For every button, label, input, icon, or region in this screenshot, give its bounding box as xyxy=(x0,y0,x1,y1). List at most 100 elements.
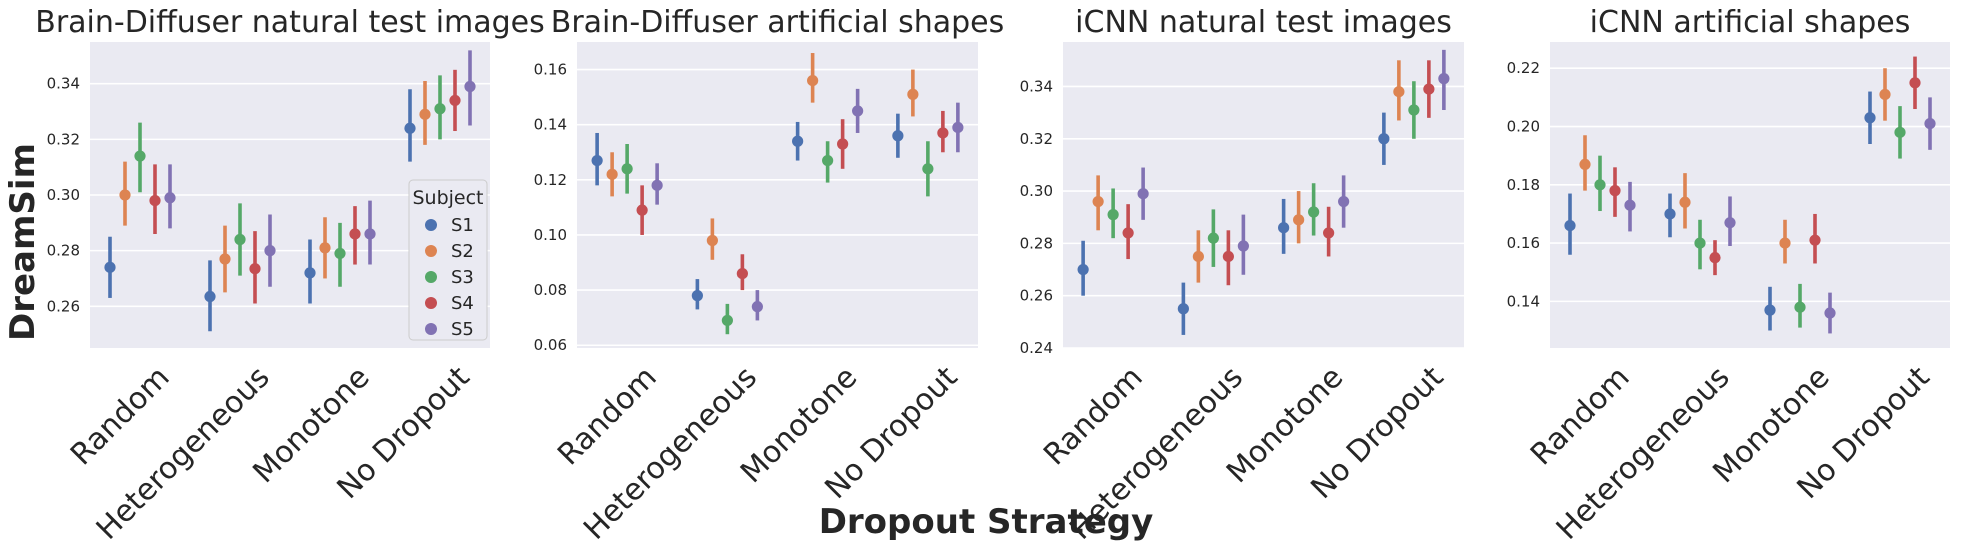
point-s3-heterogeneous xyxy=(234,233,246,246)
point-s4-no-dropout xyxy=(1909,77,1921,89)
point-s5-monotone xyxy=(364,228,376,240)
point-s5-heterogeneous xyxy=(1237,240,1249,252)
point-s2-monotone xyxy=(807,74,819,87)
point-s3-random xyxy=(1107,209,1119,221)
point-s5-monotone xyxy=(852,105,864,117)
point-s4-random xyxy=(1609,185,1621,197)
panel-title: iCNN natural test images xyxy=(1075,5,1452,40)
legend-label-s1: S1 xyxy=(451,215,474,236)
point-s2-random xyxy=(1092,195,1104,208)
point-s5-monotone xyxy=(1338,195,1350,208)
point-s2-heterogeneous xyxy=(1679,196,1691,208)
point-s3-heterogeneous xyxy=(1207,232,1219,244)
point-s5-heterogeneous xyxy=(264,245,276,257)
point-s2-no-dropout xyxy=(907,88,919,100)
y-tick-label: 0.06 xyxy=(534,336,567,354)
point-s4-heterogeneous xyxy=(1222,250,1234,263)
point-s4-random xyxy=(1122,227,1134,239)
point-s5-no-dropout xyxy=(952,121,964,134)
point-s1-no-dropout xyxy=(1864,112,1876,124)
point-s2-no-dropout xyxy=(419,108,431,120)
point-s2-no-dropout xyxy=(1879,88,1891,101)
point-s3-no-dropout xyxy=(434,103,446,115)
legend-marker-s1 xyxy=(425,219,437,231)
panel-icnn-natural-test-images: 0.24 0.26 0.28 0.30 0.32 0.34 iCNN natural tes… xyxy=(1020,5,1464,547)
y-tick-label: 0.12 xyxy=(534,171,567,189)
point-s1-heterogeneous xyxy=(204,290,216,303)
point-s3-random xyxy=(1594,179,1606,191)
point-s4-monotone xyxy=(837,138,849,150)
point-s3-random xyxy=(134,150,146,162)
y-tick-label: 0.30 xyxy=(47,186,80,204)
point-s3-monotone xyxy=(334,247,346,260)
legend-label-s4: S4 xyxy=(451,293,474,314)
point-s4-no-dropout xyxy=(449,94,461,107)
y-tick-label: 0.32 xyxy=(47,130,80,148)
y-tick-label: 0.16 xyxy=(1507,234,1540,252)
y-tick-label: 0.14 xyxy=(534,116,567,134)
panel-title: iCNN artificial shapes xyxy=(1590,5,1911,40)
point-s3-random xyxy=(621,163,633,175)
point-s2-random xyxy=(1579,158,1591,170)
point-s3-monotone xyxy=(1308,206,1320,218)
legend: Subject S1 S2 S3 S4 S5 xyxy=(408,179,488,341)
point-s1-no-dropout xyxy=(892,130,904,142)
point-s1-heterogeneous xyxy=(1177,303,1189,315)
point-s5-random xyxy=(651,179,663,191)
x-tick-label: Heterogeneous xyxy=(90,360,277,547)
x-tick-label: Heterogeneous xyxy=(577,360,764,547)
y-tick-label: 0.26 xyxy=(47,297,80,315)
y-tick-label: 0.34 xyxy=(1020,77,1053,95)
point-s5-monotone xyxy=(1824,307,1836,319)
point-s1-monotone xyxy=(1278,222,1290,234)
point-s2-no-dropout xyxy=(1393,86,1405,98)
x-tick-label: Heterogeneous xyxy=(1550,360,1737,547)
point-s5-heterogeneous xyxy=(751,301,763,313)
point-s2-heterogeneous xyxy=(1192,250,1204,263)
legend-marker-s2 xyxy=(425,245,437,257)
point-s2-random xyxy=(606,168,618,180)
point-s4-random xyxy=(636,204,648,216)
point-s1-monotone xyxy=(792,135,804,147)
y-tick-label: 0.08 xyxy=(534,281,567,299)
legend-marker-s4 xyxy=(425,297,437,309)
y-tick-label: 0.16 xyxy=(534,61,567,79)
plot-area xyxy=(1063,42,1464,348)
point-s1-no-dropout xyxy=(404,122,416,134)
point-s4-heterogeneous xyxy=(1709,252,1721,264)
point-s5-heterogeneous xyxy=(1724,217,1736,229)
y-tick-label: 0.20 xyxy=(1507,118,1540,136)
point-s1-random xyxy=(1564,220,1576,232)
point-s2-monotone xyxy=(1293,214,1305,226)
legend-marker-s3 xyxy=(425,271,437,283)
point-s2-monotone xyxy=(319,242,331,254)
point-s2-random xyxy=(119,189,131,201)
y-tick-label: 0.10 xyxy=(534,226,567,244)
point-s4-heterogeneous xyxy=(736,267,748,280)
x-axis-label: Dropout Strategy xyxy=(819,502,1154,542)
point-s3-no-dropout xyxy=(1894,126,1906,138)
legend-label-s5: S5 xyxy=(451,319,474,340)
point-s1-random xyxy=(1077,263,1089,276)
point-s1-random xyxy=(104,261,116,273)
panel-brain-diffuser-artificial-shapes: 0.06 0.08 0.10 0.12 0.14 0.16 Brain-Diffuser a… xyxy=(534,5,1005,547)
point-s2-heterogeneous xyxy=(706,234,718,247)
point-s4-monotone xyxy=(1809,234,1821,246)
point-s1-no-dropout xyxy=(1378,133,1390,145)
point-s2-monotone xyxy=(1779,237,1791,249)
x-tick-label: Heterogeneous xyxy=(1063,360,1250,547)
y-tick-label: 0.28 xyxy=(47,242,80,260)
point-s4-no-dropout xyxy=(1423,83,1435,95)
point-s5-random xyxy=(1137,188,1149,200)
y-tick-label: 0.22 xyxy=(1507,59,1540,77)
legend-marker-s5 xyxy=(425,323,437,335)
point-s3-no-dropout xyxy=(1408,104,1420,116)
y-axis-label: DreamSim xyxy=(3,143,43,341)
point-s4-monotone xyxy=(349,228,361,240)
y-tick-label: 0.32 xyxy=(1020,130,1053,148)
point-s3-monotone xyxy=(1794,301,1806,313)
y-tick-label: 0.26 xyxy=(1020,287,1053,305)
point-s5-no-dropout xyxy=(1924,118,1936,130)
legend-title: Subject xyxy=(412,187,483,209)
